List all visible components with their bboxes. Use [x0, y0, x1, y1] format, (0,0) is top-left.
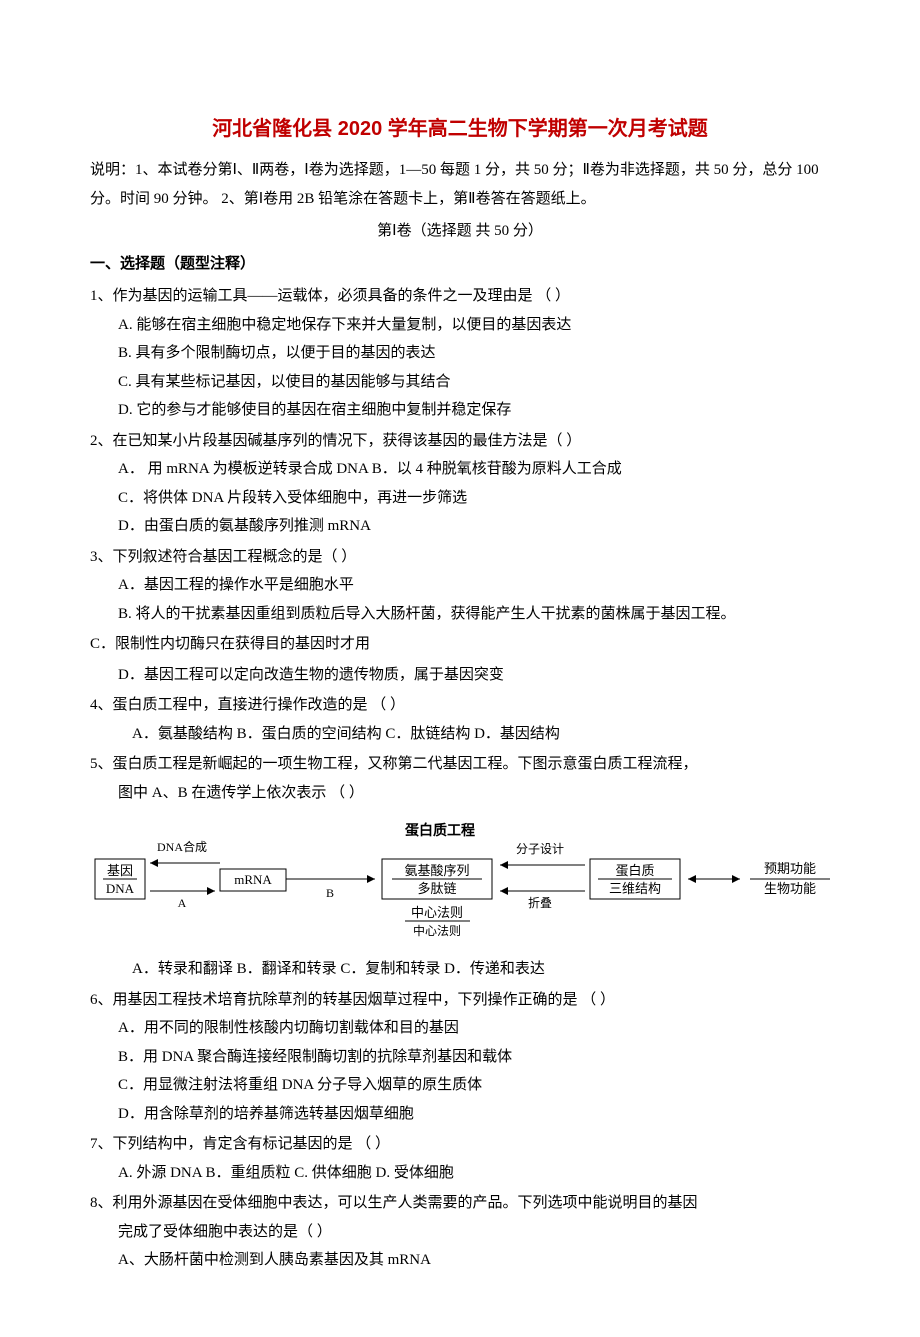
box-gene-l2: DNA [106, 881, 135, 896]
question-1: 1、作为基因的运输工具——运载体，必须具备的条件之一及理由是 （ ） A. 能够… [90, 282, 830, 425]
question-2: 2、在已知某小片段基因碱基序列的情况下，获得该基因的最佳方法是（ ） A． 用 … [90, 427, 830, 541]
box-center-l2: 多肽链 [417, 881, 456, 896]
q2-stem: 2、在已知某小片段基因碱基序列的情况下，获得该基因的最佳方法是（ ） [90, 427, 830, 456]
diagram-caption: 中心法则 [411, 905, 463, 920]
question-8: 8、利用外源基因在受体细胞中表达，可以生产人类需要的产品。下列选项中能说明目的基… [90, 1189, 830, 1275]
label-b: B [326, 886, 334, 900]
q6-opt-a: A．用不同的限制性核酸内切酶切割载体和目的基因 [90, 1014, 830, 1043]
q4-options: A．氨基酸结构 B．蛋白质的空间结构 C．肽链结构 D．基因结构 [90, 720, 830, 749]
q6-stem: 6、用基因工程技术培育抗除草剂的转基因烟草过程中，下列操作正确的是 （ ） [90, 986, 830, 1015]
part-header: 第Ⅰ卷（选择题 共 50 分） [90, 217, 830, 246]
question-4: 4、蛋白质工程中，直接进行操作改造的是 （ ） A．氨基酸结构 B．蛋白质的空间… [90, 691, 830, 748]
q2-opt-d: D．由蛋白质的氨基酸序列推测 mRNA [90, 512, 830, 541]
question-6: 6、用基因工程技术培育抗除草剂的转基因烟草过程中，下列操作正确的是 （ ） A．… [90, 986, 830, 1129]
q6-opt-b: B．用 DNA 聚合酶连接经限制酶切割的抗除草剂基因和载体 [90, 1043, 830, 1072]
section-header: 一、选择题（题型注释） [90, 250, 830, 279]
q1-opt-a: A. 能够在宿主细胞中稳定地保存下来并大量复制，以便目的基因表达 [90, 311, 830, 340]
box-expected-l2: 生物功能 [764, 881, 816, 896]
page-title: 河北省隆化县 2020 学年高二生物下学期第一次月考试题 [90, 110, 830, 148]
q5-stem2: 图中 A、B 在遗传学上依次表示 （ ） [90, 779, 830, 808]
box-protein3d-l2: 三维结构 [609, 881, 661, 896]
question-5: 5、蛋白质工程是新崛起的一项生物工程，又称第二代基因工程。下图示意蛋白质工程流程… [90, 750, 830, 807]
q1-opt-d: D. 它的参与才能够使目的基因在宿主细胞中复制并稳定保存 [90, 396, 830, 425]
box-center-l1: 氨基酸序列 [404, 863, 469, 878]
q8-stem: 8、利用外源基因在受体细胞中表达，可以生产人类需要的产品。下列选项中能说明目的基… [90, 1189, 830, 1218]
q6-opt-d: D．用含除草剂的培养基筛选转基因烟草细胞 [90, 1100, 830, 1129]
label-a: A [178, 896, 187, 910]
box-mrna-label: mRNA [234, 872, 272, 887]
q3-opt-b: B. 将人的干扰素基因重组到质粒后导入大肠杆菌，获得能产生人干扰素的菌株属于基因… [90, 600, 830, 629]
q2-opt-c: C．将供体 DNA 片段转入受体细胞中，再进一步筛选 [90, 484, 830, 513]
q7-stem: 7、下列结构中，肯定含有标记基因的是 （ ） [90, 1130, 830, 1159]
q6-opt-c: C．用显微注射法将重组 DNA 分子导入烟草的原生质体 [90, 1071, 830, 1100]
q5-options: A．转录和翻译 B．翻译和转录 C．复制和转录 D．传递和表达 [90, 955, 830, 984]
label-mol-design: 分子设计 [516, 842, 564, 856]
q7-options: A. 外源 DNA B．重组质粒 C. 供体细胞 D. 受体细胞 [90, 1159, 830, 1188]
q1-opt-c: C. 具有某些标记基因，以使目的基因能够与其结合 [90, 368, 830, 397]
q3-opt-c-outdent: C．限制性内切酶只在获得目的基因时才用 [90, 630, 830, 659]
label-fold: 折叠 [528, 895, 552, 910]
label-dna-synth: DNA合成 [157, 839, 207, 854]
q3-opt-a: A．基因工程的操作水平是细胞水平 [90, 571, 830, 600]
box-protein3d-l1: 蛋白质 [615, 863, 654, 878]
box-gene-l1: 基因 [107, 863, 133, 878]
q2-opt-ab: A． 用 mRNA 为模板逆转录合成 DNA B．以 4 种脱氧核苷酸为原料人工… [90, 455, 830, 484]
question-3-cont: D．基因工程可以定向改造生物的遗传物质，属于基因突变 [90, 661, 830, 690]
instructions-text: 说明：1、本试卷分第Ⅰ、Ⅱ两卷，Ⅰ卷为选择题，1—50 每题 1 分，共 50 … [90, 162, 819, 207]
diagram-title: 蛋白质工程 [405, 822, 475, 839]
q3-stem: 3、下列叙述符合基因工程概念的是（ ） [90, 543, 830, 572]
question-3: 3、下列叙述符合基因工程概念的是（ ） A．基因工程的操作水平是细胞水平 B. … [90, 543, 830, 629]
question-5-options: A．转录和翻译 B．翻译和转录 C．复制和转录 D．传递和表达 [90, 955, 830, 984]
protein-engineering-diagram: 蛋白质工程 基因 DNA DNA合成 A mRNA B 氨基酸序列 多肽链 分子… [90, 821, 830, 941]
q1-opt-b: B. 具有多个限制酶切点，以便于目的基因的表达 [90, 339, 830, 368]
instructions-block: 说明：1、本试卷分第Ⅰ、Ⅱ两卷，Ⅰ卷为选择题，1—50 每题 1 分，共 50 … [90, 156, 830, 213]
q5-stem: 5、蛋白质工程是新崛起的一项生物工程，又称第二代基因工程。下图示意蛋白质工程流程… [90, 750, 830, 779]
q8-opt-a: A、大肠杆菌中检测到人胰岛素基因及其 mRNA [90, 1246, 830, 1275]
question-7: 7、下列结构中，肯定含有标记基因的是 （ ） A. 外源 DNA B．重组质粒 … [90, 1130, 830, 1187]
box-expected-l1: 预期功能 [764, 861, 816, 876]
diagram-caption2: 中心法则 [413, 923, 461, 938]
q4-stem: 4、蛋白质工程中，直接进行操作改造的是 （ ） [90, 691, 830, 720]
q3-opt-d: D．基因工程可以定向改造生物的遗传物质，属于基因突变 [90, 661, 830, 690]
q8-stem2: 完成了受体细胞中表达的是（ ） [90, 1218, 830, 1247]
q1-stem: 1、作为基因的运输工具——运载体，必须具备的条件之一及理由是 （ ） [90, 282, 830, 311]
